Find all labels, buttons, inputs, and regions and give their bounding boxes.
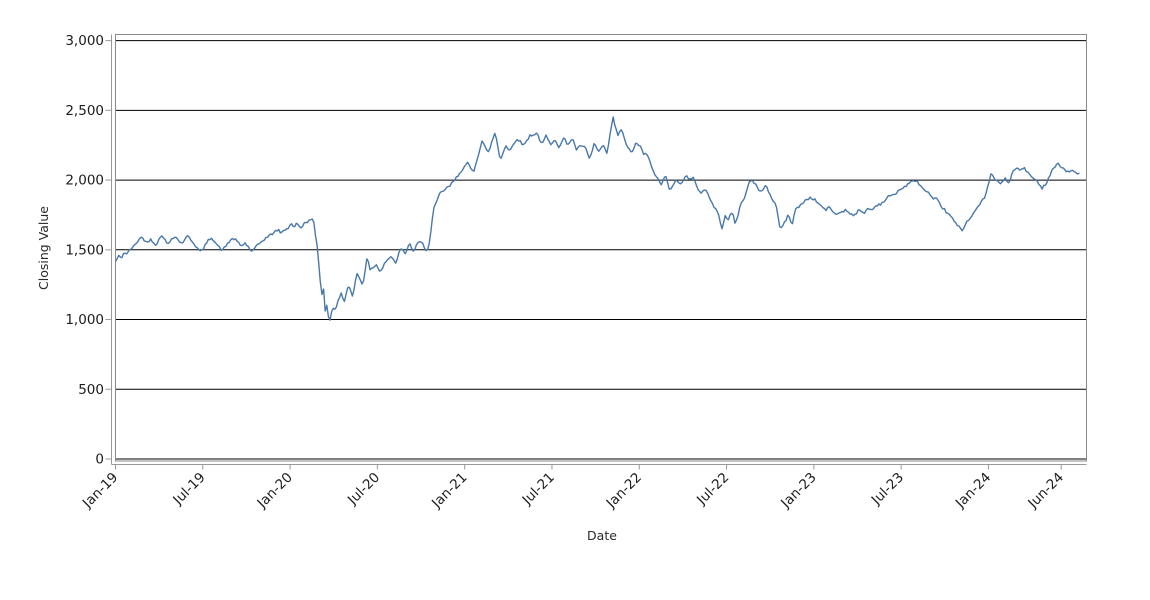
y-axis-tick-labels: 0 500 1,000 1,500 2,000 2,500 3,000 (65, 33, 104, 467)
x-tick-label: Jul-19 (169, 470, 208, 509)
y-tick-label: 2,500 (65, 103, 104, 119)
x-axis-title: Date (587, 528, 617, 543)
x-tick-label: Jan-21 (428, 470, 470, 512)
plot-frame (115, 34, 1087, 462)
x-tick-label: Jan-23 (777, 470, 819, 512)
horizontal-gridlines (115, 40, 1087, 460)
x-tick-label: Jan-19 (79, 470, 121, 512)
y-tick-label: 3,000 (65, 33, 104, 49)
axis-lines-and-ticks (105, 34, 1087, 470)
y-tick-label: 2,000 (65, 173, 104, 189)
x-tick-label: Jan-24 (952, 470, 994, 512)
x-tick-label: Jul-20 (344, 470, 383, 509)
x-tick-label: Jul-22 (693, 470, 732, 509)
series-line-closing-value (115, 116, 1080, 321)
x-tick-label: Jun-24 (1024, 470, 1067, 513)
x-tick-label: Jul-21 (519, 470, 558, 509)
x-axis-tick-labels: Jan-19 Jul-19 Jan-20 Jul-20 Jan-21 Jul-21 Jan-… (79, 470, 1067, 513)
x-tick-label: Jul-23 (868, 470, 907, 509)
series-group (115, 116, 1080, 321)
y-axis-title: Closing Value (36, 206, 51, 290)
x-tick-label: Jan-20 (254, 470, 296, 512)
x-tick-label: Jan-22 (603, 470, 645, 512)
y-tick-label: 1,500 (65, 242, 104, 258)
y-tick-label: 1,000 (65, 312, 104, 328)
y-tick-label: 0 (95, 452, 104, 468)
y-tick-label: 500 (78, 382, 104, 398)
